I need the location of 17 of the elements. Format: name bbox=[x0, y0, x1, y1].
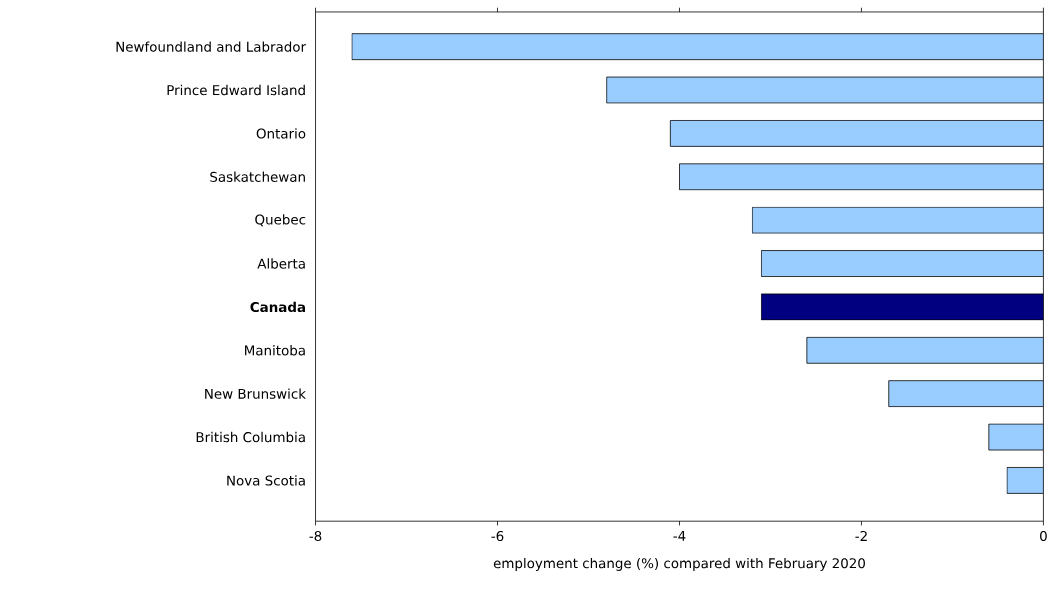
x-tick-label: -6 bbox=[491, 530, 504, 542]
x-tick-label: -8 bbox=[309, 530, 322, 542]
x-tick-label: 0 bbox=[1040, 530, 1047, 542]
y-tick-label: Alberta bbox=[257, 258, 305, 269]
y-tick-label: Nova Scotia bbox=[227, 475, 305, 486]
y-tick-label: Quebec bbox=[255, 214, 306, 227]
y-tick-label: British Columbia bbox=[196, 431, 305, 443]
y-tick-label: New Brunswick bbox=[205, 388, 306, 399]
y-tick-label: Manitoba bbox=[245, 345, 305, 356]
x-axis-title: employment change (%) compared with February 2020 bbox=[493, 557, 865, 571]
y-tick-label: Ontario bbox=[256, 128, 306, 139]
y-tick-label: Canada bbox=[250, 301, 305, 313]
x-tick-label: -2 bbox=[855, 530, 867, 541]
y-tick-label: Newfoundland and Labrador bbox=[116, 41, 307, 52]
y-tick-label: Prince Edward Island bbox=[167, 84, 305, 96]
x-tick-label: -4 bbox=[673, 530, 686, 541]
y-tick-label: Saskatchewan bbox=[210, 171, 305, 182]
